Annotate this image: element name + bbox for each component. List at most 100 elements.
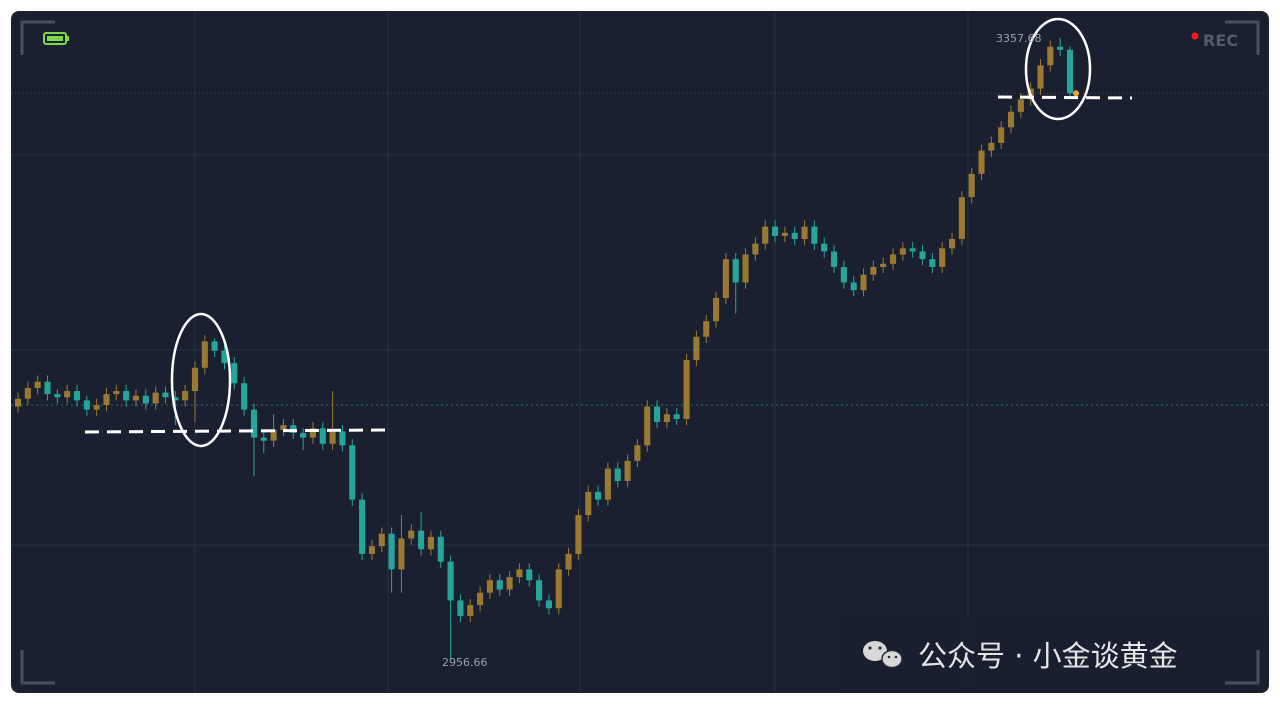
candle-body [870, 266, 877, 275]
candle-body [585, 491, 592, 516]
candle-body [142, 395, 149, 404]
candle-body [486, 580, 493, 593]
candle-body [113, 391, 120, 395]
candle-body [349, 445, 356, 500]
battery-icon [43, 32, 67, 45]
dashed-support-line [84, 428, 386, 434]
rec-dot [1191, 32, 1199, 40]
candle-body [860, 274, 867, 291]
candle-body [673, 414, 680, 419]
candle-body [73, 391, 81, 401]
candle-body [388, 533, 395, 570]
candle-body [44, 381, 51, 395]
candle-body [300, 432, 307, 438]
candle-body [771, 226, 779, 236]
candle-body [1037, 65, 1044, 89]
candle-body [948, 239, 956, 249]
candle-body [319, 428, 326, 444]
candle-body [919, 251, 926, 260]
candle-body [683, 360, 690, 419]
candle-body [536, 580, 543, 601]
candle-body [378, 533, 385, 547]
candle-body [614, 468, 621, 481]
candle-body [418, 530, 425, 550]
candle-body [329, 431, 336, 444]
candle-body [152, 392, 159, 404]
frame-corners [20, 20, 1260, 685]
candle-body [968, 173, 975, 198]
candle-body [221, 350, 228, 364]
battery-tip [67, 36, 69, 41]
candle-body [889, 254, 897, 264]
candle-body [595, 491, 602, 500]
candle-body [260, 437, 267, 441]
candle-body [359, 499, 366, 554]
battery-level [47, 36, 63, 41]
candle-body [368, 546, 375, 554]
candle-body [270, 429, 277, 441]
candle-body [290, 425, 297, 433]
candle-body [191, 367, 199, 392]
candle-body [1017, 99, 1024, 112]
candle-body [742, 254, 749, 283]
candle-body [939, 248, 946, 267]
candle-body [34, 381, 41, 388]
wechat-icon [863, 641, 903, 669]
candle-body [398, 538, 405, 570]
candle-body [516, 569, 523, 578]
grid [11, 11, 1269, 693]
candle-body [1007, 111, 1015, 128]
candle-body [408, 530, 415, 539]
candle-body [457, 600, 464, 616]
overlay [11, 90, 1269, 97]
candle-body [555, 569, 562, 609]
candle-body [123, 391, 130, 401]
candle-body [811, 226, 818, 244]
candle-body [447, 561, 454, 601]
candle-body [437, 536, 444, 562]
candle-body [477, 592, 484, 606]
candle-body [250, 409, 258, 438]
candle-body [54, 394, 61, 398]
candle-body [526, 569, 533, 581]
candle-body [713, 297, 720, 322]
candle-body [604, 468, 611, 500]
candle-body [211, 341, 218, 351]
candles [14, 37, 1074, 660]
candle-body [958, 197, 965, 240]
candle-body [1047, 46, 1054, 66]
last-price-dot [1073, 90, 1079, 97]
candle-body [693, 336, 700, 360]
candle-body [840, 266, 847, 283]
candle-body [309, 428, 317, 438]
plot [11, 11, 1269, 693]
candle-body [752, 243, 759, 255]
candle-body [1066, 49, 1074, 94]
candle-body [703, 321, 710, 337]
candle-body [201, 341, 208, 368]
candle-body [644, 406, 651, 446]
candle-body [732, 259, 739, 283]
highlight-ellipse [170, 312, 232, 448]
candle-body [14, 398, 22, 407]
candle-body [929, 259, 936, 267]
candle-body [565, 553, 572, 570]
candle-body [654, 406, 661, 423]
candle-body [781, 232, 788, 236]
candle-body [162, 392, 169, 398]
candle-body [545, 600, 552, 609]
candle-body [496, 580, 503, 590]
candle-body [172, 397, 179, 401]
candle-body [850, 282, 857, 291]
candle-body [83, 400, 90, 410]
candle-body [280, 425, 287, 430]
candle-body [801, 226, 808, 240]
highlight-ellipse [1024, 17, 1092, 121]
candle-body [624, 460, 631, 481]
candle-body [339, 431, 346, 446]
candle-body [634, 445, 641, 461]
candle-body [132, 395, 140, 401]
candle-body [1057, 46, 1064, 50]
